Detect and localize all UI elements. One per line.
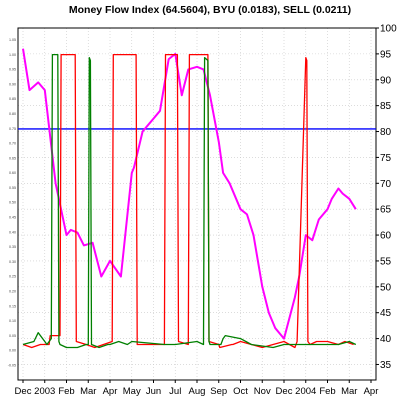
y-right-tick-label: 60 (380, 231, 392, 242)
y-left-tick-label: 0.30 (9, 260, 16, 264)
x-tick-label: Oct (233, 386, 248, 397)
y-left-tick-label: 0.90 (9, 82, 16, 86)
x-tick-label: Feb (58, 386, 74, 397)
x-tick-label: Mar (341, 386, 357, 397)
y-right-tick-label: 55 (380, 256, 392, 267)
y-right-tick-label: 40 (380, 334, 392, 345)
y-left-tick-label: 0.75 (9, 127, 16, 131)
x-tick-label: Apr (103, 386, 118, 397)
y-left-tick-label: 0.15 (9, 304, 16, 308)
x-tick-label: Mar (80, 386, 96, 397)
y-left-tick-label: 0.00 (9, 349, 16, 353)
y-right-tick-label: 65 (380, 205, 392, 216)
x-tick-label: 2004 (295, 386, 316, 397)
y-right-tick-label: 95 (380, 49, 392, 60)
x-tick-label: Aug (189, 386, 206, 397)
y-left-tick-label: 0.60 (9, 171, 16, 175)
y-axis-right: 35 40 45 50 55 60 65 70 75 80 85 90 95 100 (376, 24, 397, 371)
y-left-tick-label: 0.40 (9, 230, 16, 234)
y-left-tick-label: 0.20 (9, 289, 16, 293)
y-right-tick-label: 45 (380, 308, 392, 319)
y-left-tick-label: 0.05 (9, 334, 16, 338)
y-right-tick-label: 75 (380, 153, 392, 164)
y-right-tick-label: 35 (380, 360, 392, 371)
y-left-tick-label: 0.70 (9, 142, 16, 146)
x-tick-label: Jun (146, 386, 161, 397)
series-layer (22, 48, 357, 349)
x-tick-label: May (123, 386, 141, 397)
series-line-2 (22, 53, 357, 349)
y-left-tick-label: 1.05 (9, 38, 16, 42)
y-axis-left: -0.05 0.00 0.05 0.10 0.15 0.20 0.25 0.30 0.35 0.4… (8, 38, 16, 367)
y-left-tick-label: 1.00 (9, 53, 16, 57)
series-line-1 (22, 53, 354, 349)
y-left-tick-label: 0.10 (9, 319, 16, 323)
x-tick-label: Jul (169, 386, 181, 397)
y-left-tick-label: 0.45 (9, 216, 16, 220)
x-tick-label: Dec (276, 386, 293, 397)
x-tick-label: Dec (15, 386, 32, 397)
y-left-tick-label: 0.80 (9, 112, 16, 116)
x-tick-label: Feb (319, 386, 335, 397)
y-left-tick-label: -0.05 (8, 363, 16, 367)
y-left-tick-label: 0.50 (9, 201, 16, 205)
y-right-tick-label: 90 (380, 75, 392, 86)
y-left-tick-label: 0.25 (9, 275, 16, 279)
y-left-tick-label: 0.35 (9, 245, 16, 249)
x-tick-label: Apr (364, 386, 379, 397)
y-left-tick-label: 0.95 (9, 68, 16, 72)
y-right-tick-label: 85 (380, 101, 392, 112)
y-right-tick-label: 80 (380, 127, 392, 138)
y-left-tick-label: 0.55 (9, 186, 16, 190)
y-right-tick-label: 70 (380, 179, 392, 190)
y-left-tick-label: 0.85 (9, 97, 16, 101)
x-tick-label: Sep (210, 386, 227, 397)
chart-title: Money Flow Index (64.5604), BYU (0.0183)… (69, 4, 351, 16)
y-right-tick-label: 50 (380, 282, 392, 293)
x-tick-label: 2003 (34, 386, 55, 397)
y-left-tick-label: 0.65 (9, 156, 16, 160)
y-right-tick-label: 100 (380, 24, 397, 35)
x-tick-label: Nov (254, 386, 271, 397)
x-axis: Dec 2003 Feb Mar Apr May Jun Jul Aug Sep Oct Nov Dec… (15, 380, 379, 397)
